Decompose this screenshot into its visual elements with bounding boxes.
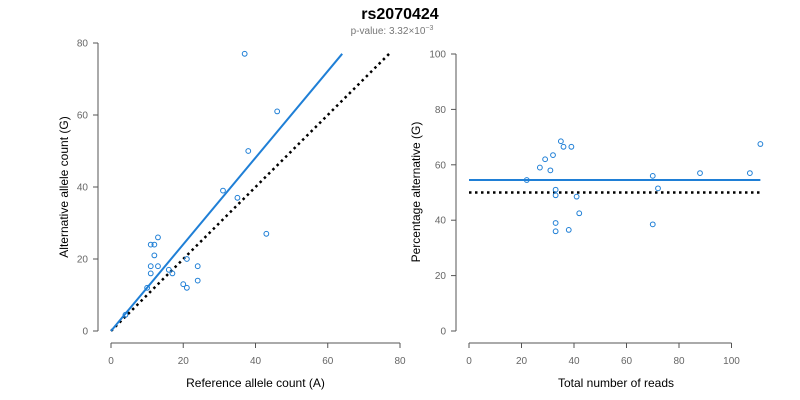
data-point [576,210,583,217]
data-point [183,256,190,262]
data-point [183,284,190,291]
data-point [560,143,567,150]
right-scatter-panel: 0 20 40 60 80 100 Total number of reads 0 20 40 60… [409,50,764,390]
x-tick-label: 40 [250,356,262,367]
chart-subtitle: p-value: 3.32×10−3 [351,25,434,37]
y-axis-title: Alternative allele count (G) [57,116,71,257]
pvalue-mantissa: 3.32 [389,26,409,37]
x-tick-label: 0 [466,356,472,367]
data-point [565,226,572,233]
x-tick-label: 80 [673,356,685,367]
data-point [649,172,656,179]
data-point [245,148,252,154]
x-tick-label: 80 [394,356,406,367]
y-tick-label: 40 [435,216,447,227]
y-tick-label: 40 [77,183,89,194]
x-axis-title: Reference allele count (A) [186,376,325,390]
x-tick-label: 100 [723,356,740,367]
data-point [220,187,226,194]
x-tick-label: 20 [178,356,190,367]
data-point [573,193,580,200]
data-point [757,141,764,147]
x-tick-label: 20 [516,356,528,367]
data-point [151,252,158,259]
data-point [552,192,559,199]
data-point [151,241,158,248]
data-point [155,263,161,270]
data-point [122,311,129,318]
left-scatter-panel: 0 20 40 60 80 Reference allele count (A) 0 20 40… [57,39,406,391]
data-point [523,177,530,183]
data-point [552,186,559,193]
data-point [552,228,559,235]
data-point [194,277,201,284]
y-tick-label: 60 [77,111,89,122]
y-tick-label: 0 [82,327,88,338]
data-point [274,108,281,115]
data-point [552,220,559,226]
data-point [144,284,151,291]
pvalue-times: × [408,26,414,37]
data-point [649,221,656,228]
data-point [169,270,176,277]
y-tick-label: 20 [435,271,447,282]
y-tick-label: 20 [77,255,89,266]
data-point [147,270,154,277]
data-point [550,152,556,159]
data-point [536,164,543,171]
x-tick-label: 40 [568,356,580,367]
data-point [194,263,201,270]
y-axis-title: Percentage alternative (G) [409,122,423,263]
y-tick-label: 80 [77,39,89,50]
data-point [542,156,549,163]
data-point [155,234,161,241]
data-point [180,281,187,288]
data-point [697,170,703,177]
y-tick-label: 100 [429,50,446,61]
x-axis-title: Total number of reads [558,376,674,390]
y-tick-label: 80 [435,105,447,116]
x-tick-label: 0 [108,356,114,367]
pvalue-base: 10 [414,26,426,37]
y-tick-label: 0 [440,327,446,338]
y-tick-label: 60 [435,160,447,171]
pvalue-label: p-value: [351,26,387,37]
x-tick-label: 60 [322,356,334,367]
data-point [147,263,154,270]
fit-line [110,53,343,332]
data-point [234,194,241,201]
data-point [557,138,564,145]
data-point [568,143,575,150]
data-point [746,170,753,177]
reference-line [110,52,391,332]
data-point [263,230,270,237]
chart-title: rs2070424 [361,6,439,23]
data-point [165,266,172,273]
data-point [547,167,554,174]
data-point [655,185,661,192]
x-tick-label: 60 [621,356,633,367]
data-point [147,241,154,248]
pvalue-exponent: −3 [425,25,433,32]
data-point [241,50,248,57]
